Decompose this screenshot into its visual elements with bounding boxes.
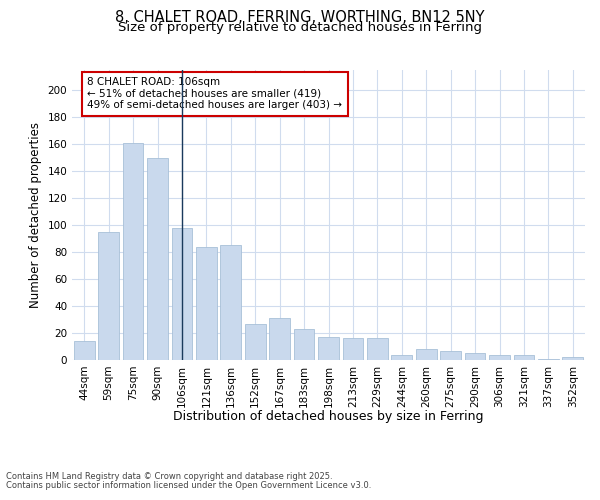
Bar <box>245 324 266 360</box>
Bar <box>514 354 535 360</box>
Bar <box>318 337 339 360</box>
Text: Size of property relative to detached houses in Ferring: Size of property relative to detached ho… <box>118 22 482 35</box>
Bar <box>562 358 583 360</box>
Bar <box>293 329 314 360</box>
Bar <box>196 246 217 360</box>
Text: 8 CHALET ROAD: 106sqm
← 51% of detached houses are smaller (419)
49% of semi-det: 8 CHALET ROAD: 106sqm ← 51% of detached … <box>88 77 343 110</box>
Text: Contains HM Land Registry data © Crown copyright and database right 2025.: Contains HM Land Registry data © Crown c… <box>6 472 332 481</box>
Text: Contains public sector information licensed under the Open Government Licence v3: Contains public sector information licen… <box>6 481 371 490</box>
Bar <box>74 341 95 360</box>
Bar <box>367 338 388 360</box>
Bar <box>343 338 364 360</box>
Bar <box>489 354 510 360</box>
Bar <box>172 228 193 360</box>
Bar <box>98 232 119 360</box>
Bar <box>440 350 461 360</box>
Text: 8, CHALET ROAD, FERRING, WORTHING, BN12 5NY: 8, CHALET ROAD, FERRING, WORTHING, BN12 … <box>115 10 485 25</box>
Bar <box>464 354 485 360</box>
X-axis label: Distribution of detached houses by size in Ferring: Distribution of detached houses by size … <box>173 410 484 423</box>
Bar <box>391 354 412 360</box>
Bar <box>538 358 559 360</box>
Bar <box>416 349 437 360</box>
Bar <box>269 318 290 360</box>
Y-axis label: Number of detached properties: Number of detached properties <box>29 122 42 308</box>
Bar <box>220 246 241 360</box>
Bar <box>122 143 143 360</box>
Bar <box>147 158 168 360</box>
